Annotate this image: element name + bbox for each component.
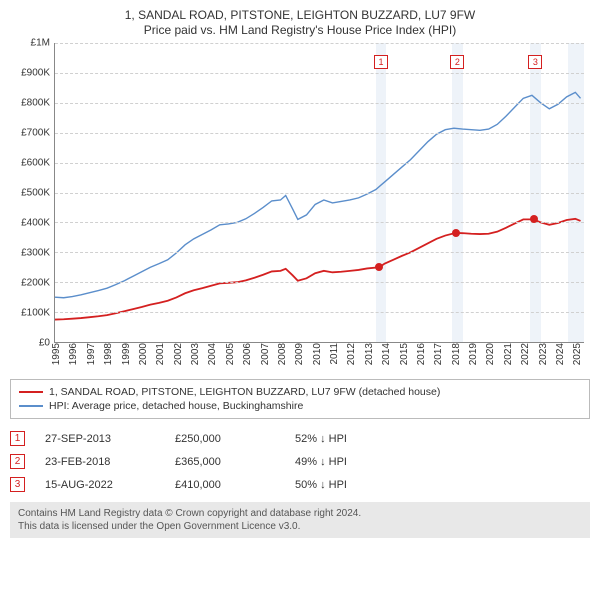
chart-titles: 1, SANDAL ROAD, PITSTONE, LEIGHTON BUZZA… <box>10 8 590 37</box>
gridline <box>55 193 584 194</box>
x-tick-label: 2024 <box>555 343 566 365</box>
x-tick-label: 2012 <box>346 343 357 365</box>
chart-container: 1, SANDAL ROAD, PITSTONE, LEIGHTON BUZZA… <box>0 0 600 590</box>
gridline <box>55 222 584 223</box>
x-tick-label: 2019 <box>468 343 479 365</box>
marker-box: 3 <box>528 55 542 69</box>
x-tick-label: 1999 <box>121 343 132 365</box>
sale-dot <box>375 263 383 271</box>
y-tick-label: £700K <box>21 128 50 139</box>
x-tick-label: 2004 <box>207 343 218 365</box>
y-axis: £0£100K£200K£300K£400K£500K£600K£700K£80… <box>10 43 54 343</box>
x-tick-label: 2017 <box>433 343 444 365</box>
x-tick-label: 2021 <box>503 343 514 365</box>
fact-date: 23-FEB-2018 <box>45 456 175 468</box>
legend-label: HPI: Average price, detached house, Buck… <box>49 400 303 412</box>
plot-area: 1 2 3 <box>54 43 584 343</box>
fact-row: 1 27-SEP-2013£250,00052% ↓ HPI <box>10 427 590 450</box>
series-property <box>55 219 581 320</box>
marker-box: 2 <box>450 55 464 69</box>
fact-pct: 50% ↓ HPI <box>295 479 590 491</box>
x-tick-label: 1995 <box>51 343 62 365</box>
footer-line2: This data is licensed under the Open Gov… <box>18 520 582 533</box>
x-tick-label: 2007 <box>260 343 271 365</box>
legend-swatch <box>19 405 43 407</box>
x-axis: 1995 1996 1997 1998 1999 2000 2001 2002 2003 2004… <box>54 343 584 373</box>
x-tick-label: 2010 <box>312 343 323 365</box>
y-tick-label: £1M <box>31 38 50 49</box>
series-hpi <box>55 92 581 297</box>
title-address: 1, SANDAL ROAD, PITSTONE, LEIGHTON BUZZA… <box>10 8 590 22</box>
fact-number-box: 3 <box>10 477 25 492</box>
gridline <box>55 73 584 74</box>
fact-price: £410,000 <box>175 479 295 491</box>
x-tick-label: 2015 <box>399 343 410 365</box>
y-tick-label: £600K <box>21 158 50 169</box>
y-tick-label: £500K <box>21 188 50 199</box>
gridline <box>55 312 584 313</box>
x-tick-label: 1998 <box>103 343 114 365</box>
legend: 1, SANDAL ROAD, PITSTONE, LEIGHTON BUZZA… <box>10 379 590 419</box>
x-tick-label: 2022 <box>520 343 531 365</box>
x-tick-label: 2005 <box>225 343 236 365</box>
x-tick-label: 1996 <box>68 343 79 365</box>
footer-line1: Contains HM Land Registry data © Crown c… <box>18 507 582 520</box>
gridline <box>55 282 584 283</box>
chart-area: £0 £100K £200K £300K £400K £500K £600K £700K £80… <box>10 43 590 373</box>
x-tick-label: 2003 <box>190 343 201 365</box>
legend-swatch <box>19 391 43 393</box>
gridline <box>55 43 584 44</box>
x-tick-label: 2008 <box>277 343 288 365</box>
y-tick-label: £900K <box>21 68 50 79</box>
x-tick-label: 2023 <box>538 343 549 365</box>
x-tick-label: 2013 <box>364 343 375 365</box>
sale-facts: 1 27-SEP-2013£250,00052% ↓ HPI 2 23-FEB-201… <box>10 427 590 496</box>
title-subtitle: Price paid vs. HM Land Registry's House … <box>10 23 590 37</box>
fact-pct: 49% ↓ HPI <box>295 456 590 468</box>
x-tick-label: 1997 <box>86 343 97 365</box>
fact-number-box: 2 <box>10 454 25 469</box>
fact-pct: 52% ↓ HPI <box>295 433 590 445</box>
fact-date: 15-AUG-2022 <box>45 479 175 491</box>
legend-label: 1, SANDAL ROAD, PITSTONE, LEIGHTON BUZZA… <box>49 386 440 398</box>
fact-row: 3 15-AUG-2022£410,00050% ↓ HPI <box>10 473 590 496</box>
x-tick-label: 2000 <box>138 343 149 365</box>
y-tick-label: £100K <box>21 308 50 319</box>
y-tick-label: £200K <box>21 278 50 289</box>
y-tick-label: £300K <box>21 248 50 259</box>
x-tick-label: 2009 <box>294 343 305 365</box>
legend-row: HPI: Average price, detached house, Buck… <box>19 399 581 413</box>
sale-dot <box>530 215 538 223</box>
footer-attribution: Contains HM Land Registry data © Crown c… <box>10 502 590 538</box>
x-tick-label: 2006 <box>242 343 253 365</box>
x-tick-label: 2025 <box>572 343 583 365</box>
fact-price: £250,000 <box>175 433 295 445</box>
gridline <box>55 133 584 134</box>
fact-number-box: 1 <box>10 431 25 446</box>
gridline <box>55 252 584 253</box>
gridline <box>55 103 584 104</box>
x-tick-label: 2014 <box>381 343 392 365</box>
x-tick-label: 2001 <box>155 343 166 365</box>
x-tick-label: 2011 <box>329 343 340 365</box>
x-tick-label: 2018 <box>451 343 462 365</box>
x-tick-label: 2002 <box>173 343 184 365</box>
fact-price: £365,000 <box>175 456 295 468</box>
legend-row: 1, SANDAL ROAD, PITSTONE, LEIGHTON BUZZA… <box>19 385 581 399</box>
y-tick-label: £0 <box>39 338 50 349</box>
y-tick-label: £400K <box>21 218 50 229</box>
x-tick-label: 2016 <box>416 343 427 365</box>
x-tick-label: 2020 <box>485 343 496 365</box>
y-tick-label: £800K <box>21 98 50 109</box>
gridline <box>55 163 584 164</box>
sale-dot <box>452 229 460 237</box>
marker-box: 1 <box>374 55 388 69</box>
fact-row: 2 23-FEB-2018£365,00049% ↓ HPI <box>10 450 590 473</box>
fact-date: 27-SEP-2013 <box>45 433 175 445</box>
